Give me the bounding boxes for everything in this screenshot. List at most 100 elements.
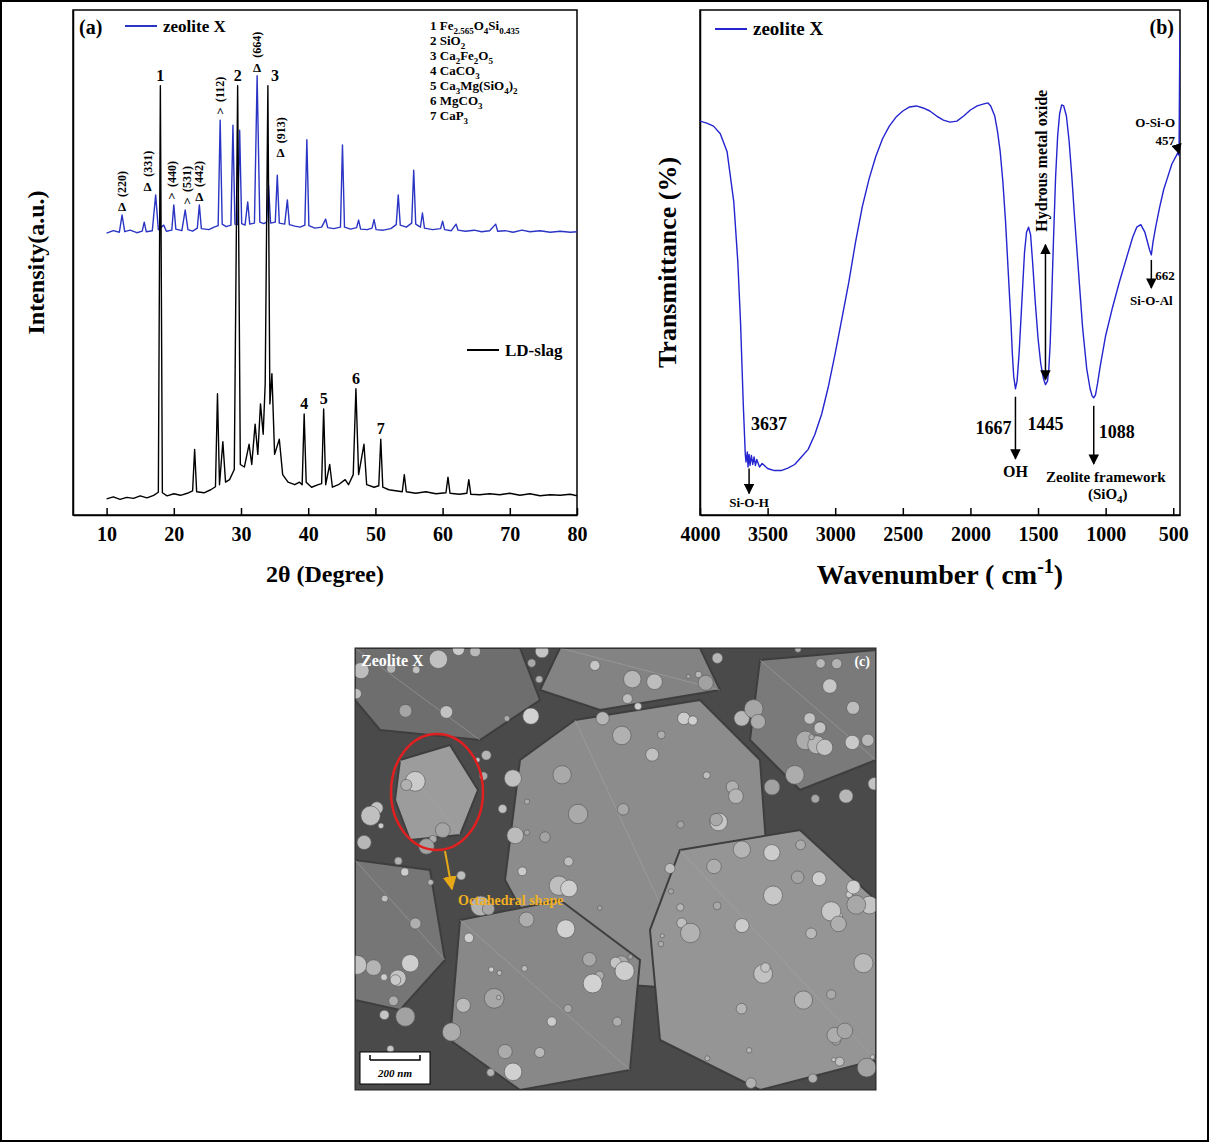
particle xyxy=(703,772,710,779)
particle xyxy=(785,766,804,785)
tick-mark xyxy=(106,508,108,515)
particle xyxy=(624,670,641,687)
plot-frame xyxy=(700,10,1180,515)
axis: 1020304050607080 xyxy=(74,508,588,545)
particle xyxy=(464,933,474,943)
tick-mark xyxy=(1105,508,1107,515)
tick: 2500 xyxy=(883,508,923,545)
text-run: Si xyxy=(488,18,499,33)
particle xyxy=(596,712,609,725)
particle xyxy=(528,659,536,667)
tick-mark xyxy=(1173,508,1175,515)
particle xyxy=(583,953,597,967)
particle xyxy=(378,823,383,828)
x-axis-title: Wavenumber ( cm-1) xyxy=(817,555,1063,590)
particle xyxy=(381,974,388,981)
crystal-edge xyxy=(355,860,445,960)
peak-number: 1 xyxy=(156,67,164,84)
particle xyxy=(394,857,402,865)
text-run: O xyxy=(474,18,484,33)
particle xyxy=(590,660,600,670)
particle xyxy=(564,857,573,866)
particle xyxy=(839,789,853,803)
micrograph-image xyxy=(355,648,876,1090)
particle xyxy=(678,712,691,725)
particle xyxy=(380,1010,389,1019)
particle xyxy=(410,918,421,929)
peak-symbol: ^ xyxy=(168,189,176,204)
particle xyxy=(677,904,684,911)
tick-label: 40 xyxy=(299,523,319,545)
text-run: 3 Ca xyxy=(430,48,456,63)
text-run: Zeolite framework xyxy=(1046,469,1169,485)
peak-number: 2 xyxy=(234,67,242,84)
text-line: Zeolite framework xyxy=(1046,469,1169,485)
annotation-arrow xyxy=(445,851,452,889)
series-line xyxy=(700,30,1180,470)
subscript: 5 xyxy=(488,56,493,66)
series-group xyxy=(107,76,577,500)
particle xyxy=(795,648,801,652)
particle xyxy=(809,734,815,740)
tick-label: 10 xyxy=(97,523,117,545)
particle xyxy=(665,863,675,873)
particle xyxy=(540,832,551,843)
peak-symbol: ^ xyxy=(216,104,224,119)
assignment-label: OH xyxy=(1003,463,1028,480)
crystal-edge xyxy=(460,920,630,1070)
series-group xyxy=(700,30,1180,470)
particle xyxy=(442,1023,460,1041)
annotation-arrow xyxy=(748,468,750,493)
particle xyxy=(712,653,723,664)
panel: 4000350030002500200015001000500(b)Wavenu… xyxy=(653,10,1189,590)
tick-mark xyxy=(308,508,310,515)
crystal xyxy=(355,860,445,1010)
scale-bar-label: 200 nm xyxy=(377,1067,412,1079)
text-run: 1 Fe xyxy=(430,18,454,33)
particle xyxy=(498,1044,512,1058)
particle xyxy=(355,689,361,699)
crystal-edge xyxy=(400,760,460,835)
particle xyxy=(612,726,631,745)
particle xyxy=(387,1045,394,1052)
particle xyxy=(646,748,659,761)
particle xyxy=(791,871,804,884)
particle xyxy=(615,961,634,980)
tick: 3000 xyxy=(816,508,856,545)
crystal-edge xyxy=(680,850,876,1060)
particle xyxy=(497,970,502,975)
crystal xyxy=(355,648,540,740)
tick-label: 1500 xyxy=(1019,523,1059,545)
annotation-arrow xyxy=(1093,406,1095,464)
tick-label: 70 xyxy=(500,523,520,545)
image-frame xyxy=(355,648,876,1090)
particle xyxy=(688,716,697,725)
tick-mark xyxy=(241,508,243,515)
peak-symbol: ^ xyxy=(183,194,191,209)
particle xyxy=(381,895,388,902)
particle xyxy=(832,659,842,669)
peak-symbol: Δ xyxy=(118,199,126,214)
particle xyxy=(457,871,466,880)
axis-line xyxy=(73,11,75,516)
text-run: O xyxy=(478,48,488,63)
particle xyxy=(713,902,721,910)
text-run: ) xyxy=(1123,486,1128,503)
legend-label: zeolite X xyxy=(753,18,823,39)
particle xyxy=(854,954,873,973)
subscript: 2 xyxy=(513,86,518,96)
annotation-arrow xyxy=(1045,245,1047,380)
particle xyxy=(496,995,500,999)
text-run: ) xyxy=(1054,559,1063,590)
text-run: OH xyxy=(1003,463,1028,480)
text-run: Fe xyxy=(460,48,474,63)
particle xyxy=(816,659,825,668)
tick: 500 xyxy=(1159,508,1189,545)
particle xyxy=(389,996,399,1006)
tick-label: 2500 xyxy=(883,523,923,545)
particle xyxy=(733,841,750,858)
tick-label: 3000 xyxy=(816,523,856,545)
particle xyxy=(634,703,641,710)
particle xyxy=(617,803,629,815)
peak-number: 6 xyxy=(352,370,360,387)
